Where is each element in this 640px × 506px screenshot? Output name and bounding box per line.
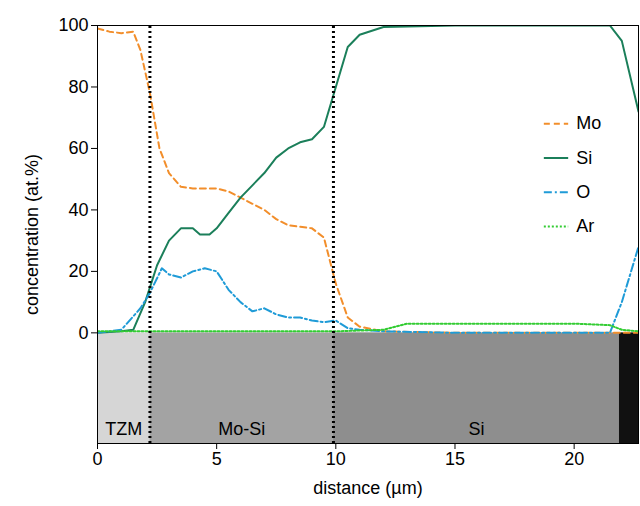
svg-text:5: 5	[212, 449, 222, 469]
svg-text:40: 40	[68, 200, 88, 220]
svg-text:Si: Si	[576, 148, 592, 168]
svg-text:15: 15	[445, 449, 465, 469]
svg-text:TZM: TZM	[105, 419, 142, 439]
svg-text:O: O	[576, 182, 590, 202]
svg-text:Mo-Si: Mo-Si	[218, 419, 265, 439]
svg-text:80: 80	[68, 77, 88, 97]
svg-text:distance (µm): distance (µm)	[313, 478, 422, 498]
svg-text:100: 100	[58, 15, 88, 35]
svg-text:0: 0	[92, 449, 102, 469]
svg-text:concentration (at.%): concentration (at.%)	[22, 154, 42, 315]
svg-text:10: 10	[326, 449, 346, 469]
svg-text:20: 20	[564, 449, 584, 469]
svg-text:60: 60	[68, 138, 88, 158]
svg-text:Si: Si	[468, 419, 484, 439]
svg-text:0: 0	[78, 323, 88, 343]
svg-text:20: 20	[68, 261, 88, 281]
svg-text:Mo: Mo	[576, 113, 601, 133]
svg-text:Ar: Ar	[576, 216, 594, 236]
